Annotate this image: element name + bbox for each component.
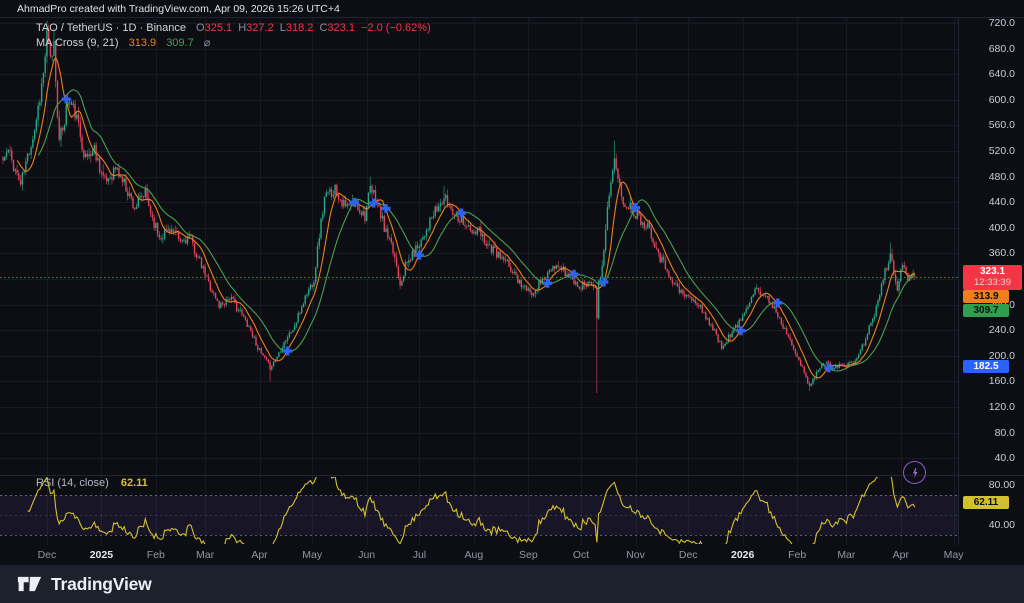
tradingview-logo-icon[interactable] [17,574,42,594]
rsi-value-label: 62.11 [963,495,1009,509]
year-tick-label: 2025 [89,549,114,561]
attribution-bar: AhmadPro created with TradingView.com, A… [0,0,1024,18]
month-tick-label: Dec [678,549,698,561]
price-tick-label: 80.0 [994,426,1015,439]
hidden-values-icon: ⌀ [203,37,211,49]
price-tick-label: 640.0 [988,68,1015,81]
price-tick-label: 400.0 [988,221,1015,234]
chart-legend: TAO / TetherUS · 1D · Binance O325.1 H32… [36,21,431,51]
month-tick-label: Jun [358,549,376,561]
close-value: 323.1 [327,22,355,34]
low-label: L [279,22,286,34]
month-tick-label: Oct [572,549,590,561]
rsi-tick-label: 40.00 [988,519,1015,531]
year-tick-label: 2026 [731,549,755,561]
last-price-label: 323.1 12:33:39 [963,265,1022,291]
month-tick-label: Apr [251,549,268,561]
ma-slow-value: 309.7 [166,37,194,49]
price-tick-label: 160.0 [988,375,1015,388]
ma-fast-value: 313.9 [128,37,157,49]
price-tick-label: 680.0 [988,42,1015,55]
bar-countdown: 12:33:39 [974,277,1011,289]
time-axis[interactable]: Dec 2025 Feb Mar Apr May Jun Jul Aug Sep Oct Nov Dec… [0,545,1024,565]
price-tick-label: 480.0 [988,170,1015,183]
price-tick-label: 120.0 [988,401,1015,413]
price-tick-label: 520.0 [988,145,1015,157]
rsi-title: RSI (14, close) [36,477,109,489]
attribution-text: AhmadPro created with TradingView.com, A… [17,3,340,15]
month-tick-label: Mar [837,549,856,561]
price-tick-label: 40.0 [994,452,1015,465]
open-label: O [196,22,205,34]
tradingview-wordmark[interactable]: TradingView [51,573,152,594]
low-value: 318.2 [285,22,314,34]
footer-bar: TradingView [0,565,1024,603]
price-tick-label: 720.0 [988,17,1015,29]
close-label: C [319,22,328,34]
symbol-legend-row: TAO / TetherUS · 1D · Binance O325.1 H32… [36,21,431,35]
month-tick-label: May [943,549,964,561]
month-tick-label: Jul [412,549,427,561]
month-tick-label: May [302,549,323,561]
price-tick-label: 560.0 [988,119,1015,132]
price-tick-label: 600.0 [988,93,1015,106]
ma-cross-title: MA Cross (9, 21) [36,37,119,49]
month-tick-label: Feb [146,549,165,561]
rsi-tick-label: 80.00 [988,479,1015,491]
month-tick-label: Apr [892,549,909,561]
lightning-icon [909,467,921,479]
month-tick-label: Aug [464,549,484,561]
rsi-value: 62.11 [120,477,148,489]
ma-slow-price-label: 309.7 [963,304,1009,318]
price-tick-label: 360.0 [988,247,1015,260]
month-tick-label: Nov [626,549,645,561]
rsi-legend: RSI (14, close) 62.11 [36,477,148,489]
ma-fast-price-label: 313.9 [963,290,1009,304]
symbol-title: TAO / TetherUS · 1D · Binance [36,22,186,34]
month-tick-label: Mar [196,549,215,561]
price-tick-label: 200.0 [988,349,1015,362]
ma-cross-legend-row: MA Cross (9, 21) 313.9 309.7 ⌀ [36,36,431,50]
change-value: −2.0 (−0.62%) [361,22,431,34]
month-tick-label: Dec [37,549,57,561]
open-value: 325.1 [204,22,233,34]
high-value: 327.2 [246,22,274,34]
high-label: H [238,22,247,34]
price-tick-label: 440.0 [988,196,1015,209]
price-tick-label: 240.0 [988,324,1015,337]
month-tick-label: Sep [518,549,538,561]
cross-price-label: 182.5 [963,360,1009,373]
last-price-value: 323.1 [979,266,1006,278]
month-tick-label: Feb [788,549,807,561]
boost-button[interactable] [903,461,926,484]
